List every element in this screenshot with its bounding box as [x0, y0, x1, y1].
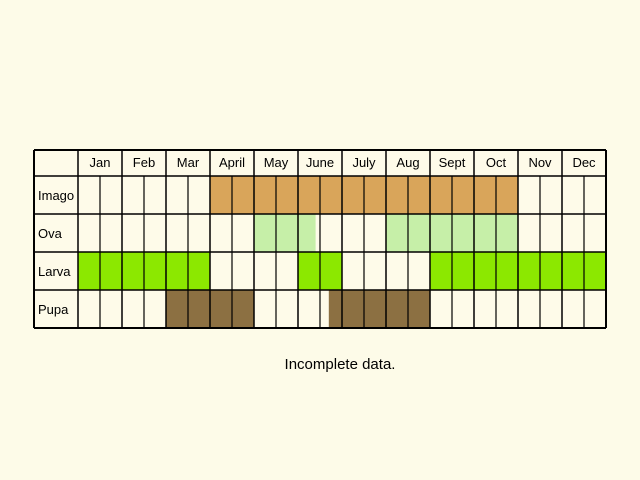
month-label: May	[264, 155, 289, 170]
cell-larva	[474, 252, 496, 290]
cell-larva	[496, 252, 518, 290]
cell-imago	[364, 176, 386, 214]
cell-imago	[320, 176, 342, 214]
month-label: July	[352, 155, 376, 170]
cell-ova	[496, 214, 518, 252]
month-label: June	[306, 155, 334, 170]
row-label-pupa: Pupa	[38, 302, 69, 317]
cell-larva	[166, 252, 188, 290]
cell-imago	[474, 176, 496, 214]
cell-larva	[584, 252, 606, 290]
cell-pupa	[166, 290, 188, 328]
month-label: Dec	[572, 155, 596, 170]
month-label: Nov	[528, 155, 552, 170]
row-label-imago: Imago	[38, 188, 74, 203]
cell-larva	[320, 252, 342, 290]
cell-pupa	[188, 290, 210, 328]
month-label: Mar	[177, 155, 200, 170]
cell-larva	[78, 252, 100, 290]
cell-pupa	[328, 290, 342, 328]
caption: Incomplete data.	[284, 356, 396, 373]
cell-imago	[232, 176, 254, 214]
cell-imago	[254, 176, 276, 214]
cell-pupa	[364, 290, 386, 328]
cell-larva	[100, 252, 122, 290]
cell-imago	[276, 176, 298, 214]
cell-ova	[254, 214, 276, 252]
cell-imago	[408, 176, 430, 214]
cell-larva	[562, 252, 584, 290]
cell-imago	[386, 176, 408, 214]
row-label-ova: Ova	[38, 226, 63, 241]
cell-imago	[452, 176, 474, 214]
row-label-larva: Larva	[38, 264, 71, 279]
cell-pupa	[210, 290, 232, 328]
month-label: Jan	[90, 155, 111, 170]
month-label: Oct	[486, 155, 507, 170]
cell-larva	[298, 252, 320, 290]
cell-larva	[122, 252, 144, 290]
cell-pupa	[386, 290, 408, 328]
month-label: Sept	[439, 155, 466, 170]
cell-ova	[430, 214, 452, 252]
cell-larva	[540, 252, 562, 290]
cell-larva	[452, 252, 474, 290]
cell-imago	[496, 176, 518, 214]
month-label: Aug	[396, 155, 419, 170]
cell-imago	[210, 176, 232, 214]
cell-ova	[276, 214, 298, 252]
cell-imago	[298, 176, 320, 214]
cell-ova	[408, 214, 430, 252]
cell-ova	[386, 214, 408, 252]
cell-pupa	[232, 290, 254, 328]
cell-pupa	[342, 290, 364, 328]
cell-pupa	[408, 290, 430, 328]
cell-larva	[188, 252, 210, 290]
month-label: April	[219, 155, 245, 170]
cell-imago	[342, 176, 364, 214]
cell-ova	[452, 214, 474, 252]
cell-larva	[518, 252, 540, 290]
cell-ova	[474, 214, 496, 252]
month-label: Feb	[133, 155, 155, 170]
cell-ova	[298, 214, 316, 252]
cell-larva	[144, 252, 166, 290]
cell-imago	[430, 176, 452, 214]
cell-larva	[430, 252, 452, 290]
